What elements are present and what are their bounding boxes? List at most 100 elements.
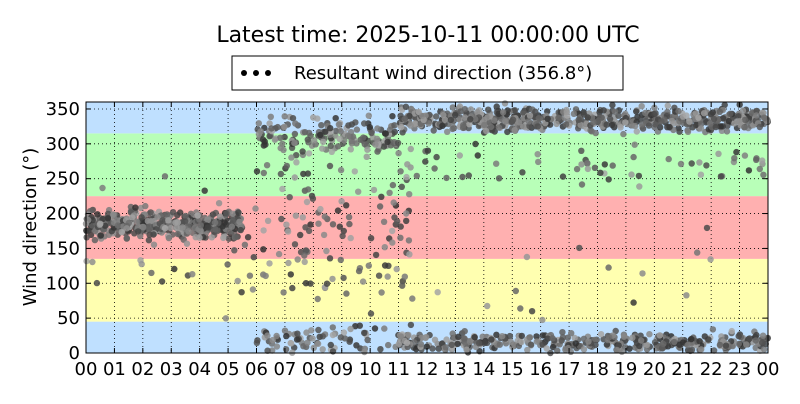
data-point-777 xyxy=(314,340,322,347)
data-point-681 xyxy=(280,146,287,154)
data-point-1378 xyxy=(480,116,488,124)
data-point-1441 xyxy=(727,110,734,118)
data-point-639 xyxy=(329,275,336,283)
data-point-1394 xyxy=(474,109,481,116)
data-point-1792 xyxy=(636,342,643,350)
data-point-1199 xyxy=(553,120,560,128)
data-point-610 xyxy=(381,130,389,137)
data-point-613 xyxy=(261,138,268,145)
data-point-1898 xyxy=(694,249,701,256)
data-point-1487 xyxy=(709,326,717,333)
data-point-1851 xyxy=(493,160,500,167)
data-point-550 xyxy=(281,113,288,120)
data-point-488 xyxy=(365,112,372,119)
data-point-717 xyxy=(302,224,309,231)
data-point-427 xyxy=(132,204,139,211)
data-point-1448 xyxy=(697,125,705,132)
data-point-1256 xyxy=(504,128,511,136)
data-point-1238 xyxy=(511,127,518,134)
data-point-1896 xyxy=(605,264,612,271)
data-point-736 xyxy=(320,231,328,239)
data-point-1374 xyxy=(645,122,653,129)
data-point-441 xyxy=(241,241,249,248)
data-point-793 xyxy=(264,332,271,339)
x-tick-label-9: 09 xyxy=(330,359,353,380)
data-point-1384 xyxy=(700,110,708,117)
data-point-1654 xyxy=(568,330,575,337)
data-point-1409 xyxy=(592,129,599,137)
data-point-1421 xyxy=(487,123,495,130)
data-point-371 xyxy=(217,213,224,220)
data-point-406 xyxy=(236,218,243,225)
data-point-1141 xyxy=(611,108,619,116)
data-point-1727 xyxy=(549,335,556,342)
data-point-694 xyxy=(339,232,346,240)
data-point-378 xyxy=(197,222,204,229)
data-point-589 xyxy=(271,136,279,143)
data-point-811 xyxy=(283,332,290,340)
data-point-635 xyxy=(278,215,285,223)
data-point-626 xyxy=(279,185,286,193)
data-point-1831 xyxy=(407,145,414,153)
data-point-457 xyxy=(249,286,257,293)
data-point-824 xyxy=(294,330,301,337)
data-point-1359 xyxy=(639,121,646,128)
data-point-659 xyxy=(326,162,334,170)
data-point-578 xyxy=(345,122,352,129)
data-point-413 xyxy=(123,225,130,232)
data-point-721 xyxy=(375,272,383,279)
data-point-594 xyxy=(344,132,352,140)
data-point-710 xyxy=(338,198,345,205)
data-point-748 xyxy=(406,191,413,198)
data-point-424 xyxy=(201,187,208,194)
data-point-1380 xyxy=(534,123,541,130)
data-point-1833 xyxy=(745,167,753,174)
data-point-583 xyxy=(349,133,357,140)
data-point-1293 xyxy=(555,114,562,122)
x-tick-label-15: 15 xyxy=(501,359,524,380)
data-point-1716 xyxy=(562,346,569,353)
data-point-1759 xyxy=(493,331,500,338)
data-point-392 xyxy=(212,226,219,233)
data-point-800 xyxy=(347,325,354,333)
data-point-595 xyxy=(391,122,398,129)
data-point-566 xyxy=(293,152,300,159)
data-point-682 xyxy=(343,202,350,209)
data-point-805 xyxy=(361,348,368,356)
data-point-325 xyxy=(177,209,184,216)
data-point-614 xyxy=(363,153,370,160)
data-point-1804 xyxy=(671,338,678,346)
data-point-437 xyxy=(189,271,196,278)
data-point-1762 xyxy=(656,332,663,339)
data-point-1776 xyxy=(518,338,525,346)
data-point-687 xyxy=(367,310,375,317)
data-point-609 xyxy=(374,148,381,155)
data-point-735 xyxy=(401,273,408,280)
data-point-740 xyxy=(399,282,406,289)
y-tick-label-7: 350 xyxy=(46,99,80,120)
data-point-1881 xyxy=(404,161,411,168)
data-point-233 xyxy=(147,209,154,216)
data-point-1335 xyxy=(570,110,578,118)
data-point-713 xyxy=(257,128,264,135)
data-point-822 xyxy=(264,347,271,354)
data-point-444 xyxy=(114,222,122,229)
x-tick-label-16: 16 xyxy=(529,359,552,380)
data-point-357 xyxy=(129,214,136,221)
data-point-579 xyxy=(310,114,317,121)
data-point-1860 xyxy=(535,158,542,166)
x-tick-label-21: 21 xyxy=(671,359,694,380)
data-point-874 xyxy=(620,130,627,138)
data-point-695 xyxy=(384,273,391,280)
data-point-1726 xyxy=(710,347,718,354)
data-point-1367 xyxy=(520,123,527,130)
data-point-1371 xyxy=(532,108,539,115)
data-points xyxy=(82,100,771,357)
data-point-1715 xyxy=(746,335,753,342)
data-point-642 xyxy=(283,162,290,170)
data-point-605 xyxy=(373,135,381,142)
data-point-433 xyxy=(238,289,245,296)
data-point-803 xyxy=(310,344,317,351)
data-point-1889 xyxy=(403,173,410,181)
data-point-1685 xyxy=(429,345,436,352)
